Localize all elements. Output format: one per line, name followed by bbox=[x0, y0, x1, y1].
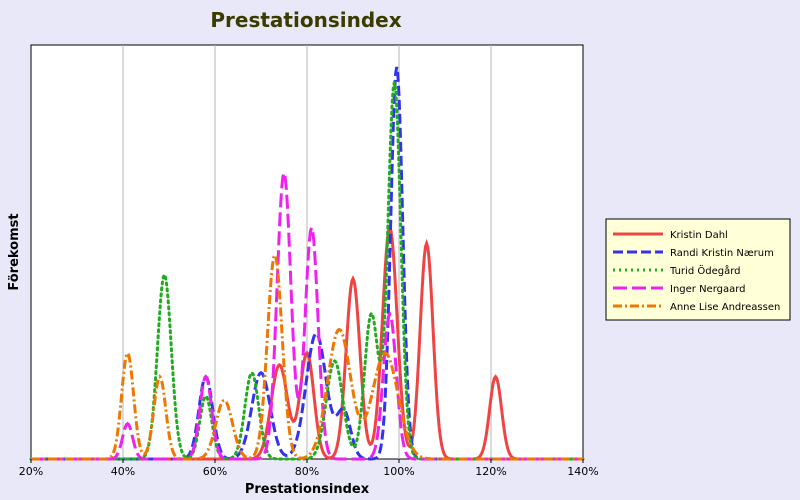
x-tick-label: 80% bbox=[295, 465, 319, 478]
legend-label: Turid Ödegård bbox=[669, 264, 740, 277]
legend-label: Randi Kristin Nærum bbox=[670, 248, 774, 259]
series-line-anne-lise-andreassen bbox=[31, 251, 583, 461]
x-tick-label: 60% bbox=[203, 465, 227, 478]
chart-title: Prestationsindex bbox=[210, 8, 401, 32]
x-tick-label: 100% bbox=[383, 465, 414, 478]
y-axis-label: Förekomst bbox=[7, 213, 22, 290]
legend-label: Kristin Dahl bbox=[670, 230, 728, 241]
x-axis: 20% 40% 60% 80% 100% 120% 140% bbox=[19, 459, 599, 478]
x-tick-label: 40% bbox=[111, 465, 135, 478]
x-tick-label: 120% bbox=[475, 465, 506, 478]
legend-label: Anne Lise Andreassen bbox=[670, 302, 780, 313]
x-tick-label: 140% bbox=[567, 465, 598, 478]
legend-box bbox=[605, 218, 791, 321]
legend-label: Inger Nergaard bbox=[670, 284, 746, 295]
x-tick-label: 20% bbox=[19, 465, 43, 478]
legend: Kristin Dahl Randi Kristin Nærum Turid Öde… bbox=[605, 218, 791, 321]
x-axis-label: Prestationsindex bbox=[245, 482, 370, 497]
